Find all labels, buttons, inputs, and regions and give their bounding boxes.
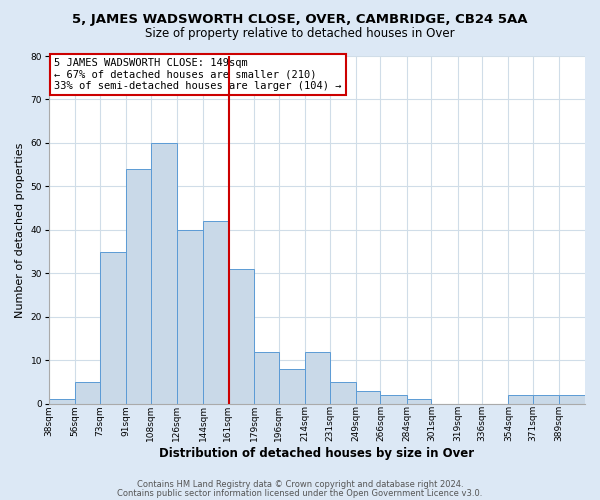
Bar — [533, 395, 559, 404]
Bar — [151, 143, 177, 404]
Bar — [49, 400, 75, 404]
Bar — [380, 395, 407, 404]
Bar — [356, 390, 380, 404]
Bar — [278, 369, 305, 404]
Bar — [407, 400, 431, 404]
Bar — [75, 382, 100, 404]
Bar — [100, 252, 126, 404]
Y-axis label: Number of detached properties: Number of detached properties — [15, 142, 25, 318]
Bar — [203, 221, 228, 404]
X-axis label: Distribution of detached houses by size in Over: Distribution of detached houses by size … — [160, 447, 475, 460]
Bar — [305, 352, 329, 404]
Bar — [508, 395, 533, 404]
Bar — [126, 169, 151, 404]
Text: Contains HM Land Registry data © Crown copyright and database right 2024.: Contains HM Land Registry data © Crown c… — [137, 480, 463, 489]
Text: Size of property relative to detached houses in Over: Size of property relative to detached ho… — [145, 28, 455, 40]
Text: 5, JAMES WADSWORTH CLOSE, OVER, CAMBRIDGE, CB24 5AA: 5, JAMES WADSWORTH CLOSE, OVER, CAMBRIDG… — [72, 12, 528, 26]
Bar — [228, 269, 254, 404]
Bar — [254, 352, 278, 404]
Bar — [329, 382, 356, 404]
Bar — [559, 395, 585, 404]
Text: Contains public sector information licensed under the Open Government Licence v3: Contains public sector information licen… — [118, 488, 482, 498]
Text: 5 JAMES WADSWORTH CLOSE: 149sqm
← 67% of detached houses are smaller (210)
33% o: 5 JAMES WADSWORTH CLOSE: 149sqm ← 67% of… — [55, 58, 342, 91]
Bar — [177, 230, 203, 404]
